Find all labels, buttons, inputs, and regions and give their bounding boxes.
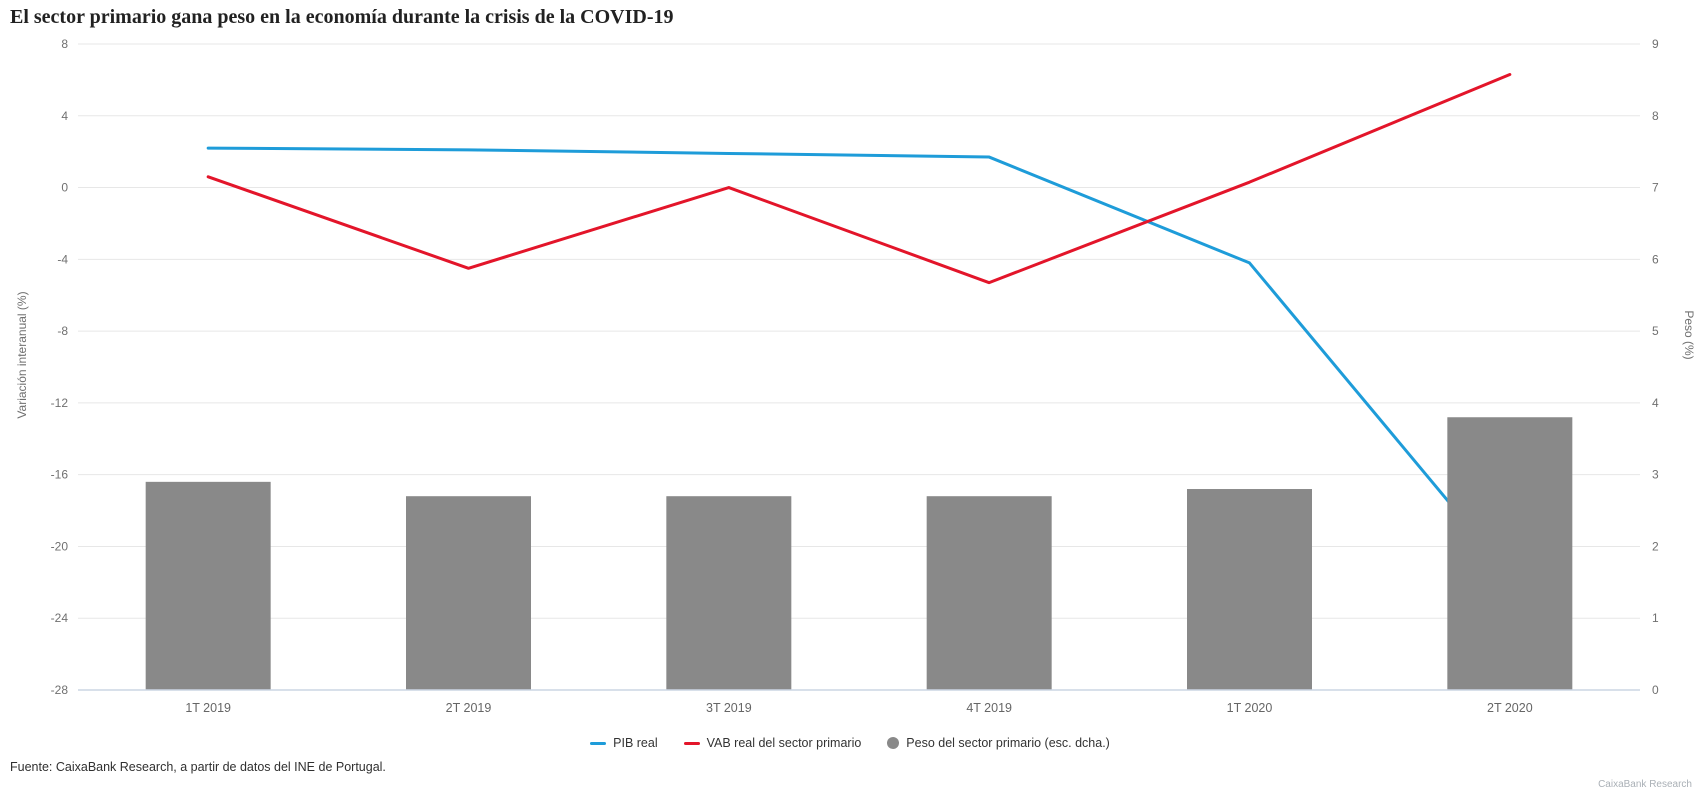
svg-text:1T 2020: 1T 2020	[1227, 701, 1273, 715]
gridlines	[78, 43, 1640, 619]
right-axis-tick-labels: 9 8 7 6 5 4 3 2 1 0	[1652, 37, 1659, 697]
legend: PIB real VAB real del sector primario Pe…	[0, 736, 1700, 750]
svg-text:1: 1	[1652, 611, 1659, 625]
svg-text:1T 2019: 1T 2019	[185, 701, 231, 715]
left-axis-title: Variación interanual (%)	[15, 291, 29, 419]
svg-text:5: 5	[1652, 324, 1659, 338]
bar-1t-2020[interactable]	[1187, 489, 1312, 690]
pib-line-swatch-icon	[590, 741, 607, 745]
svg-text:-4: -4	[57, 252, 68, 266]
svg-text:6: 6	[1652, 252, 1659, 266]
svg-text:4: 4	[61, 109, 68, 123]
legend-item-peso[interactable]: Peso del sector primario (esc. dcha.)	[887, 736, 1110, 750]
bar-4t-2019[interactable]	[926, 496, 1052, 690]
svg-text:3T 2019: 3T 2019	[706, 701, 752, 715]
svg-text:4T 2019: 4T 2019	[966, 701, 1012, 715]
svg-text:-24: -24	[51, 611, 69, 625]
svg-text:8: 8	[1652, 109, 1659, 123]
svg-text:2T 2019: 2T 2019	[446, 701, 492, 715]
peso-bar-swatch-icon	[887, 737, 900, 749]
svg-text:8: 8	[61, 37, 68, 51]
source-note: Fuente: CaixaBank Research, a partir de …	[10, 760, 386, 774]
left-axis-tick-labels: 8 4 0 -4 -8 -12 -16 -20 -24 -28	[51, 37, 69, 697]
svg-text:7: 7	[1652, 181, 1659, 195]
chart-title: El sector primario gana peso en la econo…	[10, 6, 674, 28]
peso-bars	[145, 417, 1573, 690]
svg-text:4: 4	[1652, 396, 1659, 410]
vab-line[interactable]	[206, 73, 1512, 285]
legend-item-pib[interactable]: PIB real	[590, 736, 658, 750]
bar-2t-2020[interactable]	[1447, 417, 1573, 690]
x-axis-labels: 1T 2019 2T 2019 3T 2019 4T 2019 1T 2020 2T 20…	[185, 701, 1532, 715]
svg-text:-12: -12	[51, 396, 69, 410]
legend-label-pib: PIB real	[613, 736, 658, 750]
brand-watermark: CaixaBank Research	[1598, 779, 1692, 790]
svg-text:9: 9	[1652, 37, 1659, 51]
svg-text:-16: -16	[51, 468, 69, 482]
pib-line[interactable]	[206, 146, 1512, 577]
svg-text:-20: -20	[51, 539, 69, 553]
bar-2t-2019[interactable]	[406, 496, 531, 690]
svg-text:2: 2	[1652, 539, 1659, 553]
right-axis-title: Peso (%)	[1682, 310, 1696, 360]
svg-text:-28: -28	[51, 683, 69, 697]
bar-1t-2019[interactable]	[145, 481, 271, 690]
svg-text:0: 0	[61, 181, 68, 195]
svg-text:2T 2020: 2T 2020	[1487, 701, 1533, 715]
vab-line-swatch-icon	[683, 741, 700, 745]
legend-label-peso: Peso del sector primario (esc. dcha.)	[906, 736, 1110, 750]
legend-label-vab: VAB real del sector primario	[706, 736, 862, 750]
bar-3t-2019[interactable]	[666, 496, 792, 690]
legend-item-vab[interactable]: VAB real del sector primario	[683, 736, 862, 750]
svg-text:3: 3	[1652, 468, 1659, 482]
svg-text:-8: -8	[57, 324, 68, 338]
svg-text:0: 0	[1652, 683, 1659, 697]
